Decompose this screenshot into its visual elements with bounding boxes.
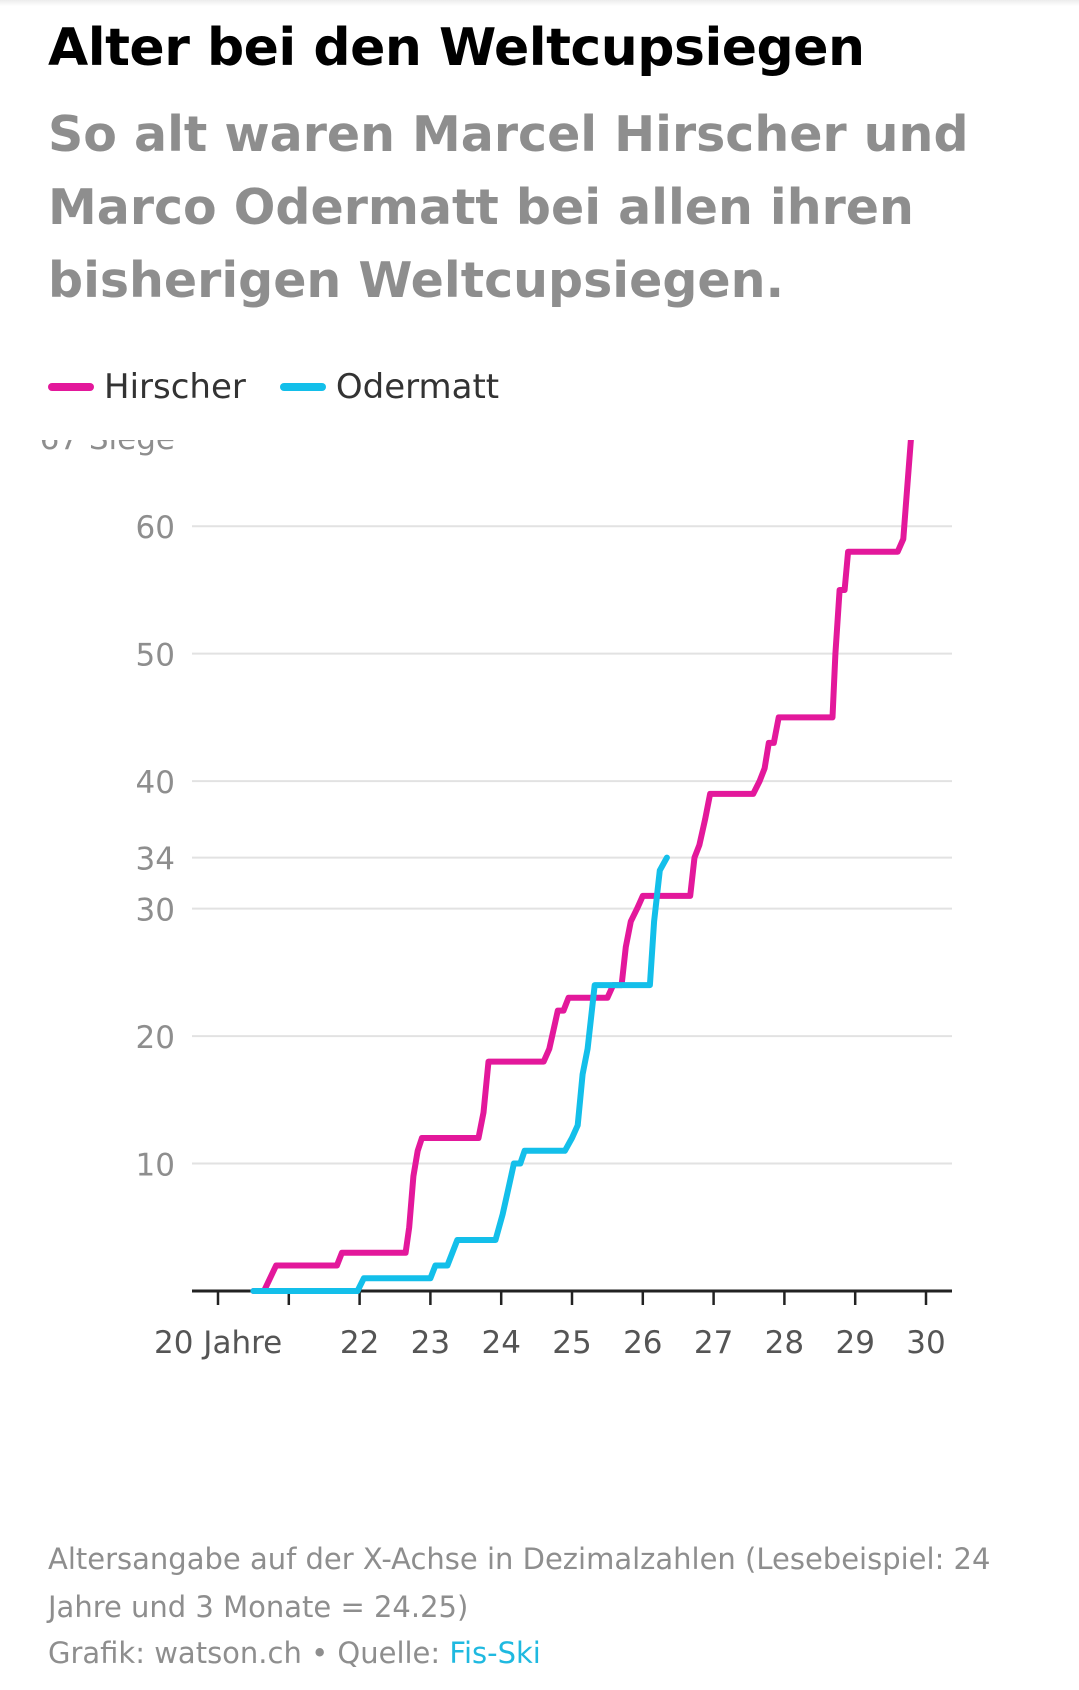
- y-tick-label: 67 Siege: [40, 440, 175, 457]
- legend-swatch-odermatt: [279, 383, 326, 391]
- series-line-odermatt: [250, 854, 670, 1294]
- legend: Hirscher Odermatt: [48, 366, 533, 408]
- line-chart: 10 20 30 34 40 50 60 67 Siege 20 Jahre 22 23 24 25 26…: [40, 440, 952, 1361]
- chart-title: Alter bei den Weltcupsiegen: [48, 18, 865, 78]
- x-tick-label: 26: [623, 1325, 662, 1361]
- x-tick-label: 30: [906, 1325, 945, 1361]
- x-tick-label: 25: [552, 1325, 591, 1361]
- top-divider: [0, 0, 1079, 6]
- legend-label-hirscher: Hirscher: [104, 367, 246, 407]
- legend-item-hirscher: Hirscher: [48, 367, 246, 407]
- y-tick-label: 60: [136, 510, 175, 546]
- x-tick-label: 22: [340, 1325, 379, 1361]
- chart-subtitle: So alt waren Marcel Hirscher und Marco O…: [48, 106, 969, 309]
- y-tick-label: 40: [136, 765, 175, 801]
- axis-note: Altersangabe auf der X-Achse in Dezimalz…: [48, 1542, 991, 1624]
- y-tick-label: 34: [136, 842, 175, 878]
- x-tick-label: 28: [765, 1325, 804, 1361]
- legend-label-odermatt: Odermatt: [335, 367, 500, 407]
- x-tick-label: 27: [694, 1325, 733, 1361]
- legend-item-odermatt: Odermatt: [279, 367, 500, 407]
- y-tick-label: 30: [136, 893, 175, 929]
- legend-swatch-hirscher: [48, 383, 94, 391]
- credit-text: Grafik: watson.ch • Quelle:: [48, 1636, 450, 1670]
- y-tick-label: 10: [136, 1148, 175, 1184]
- series-line-hirscher: [250, 440, 926, 1294]
- x-tick-label: 29: [835, 1325, 874, 1361]
- x-tick-label: 23: [411, 1325, 450, 1361]
- source-link[interactable]: Fis-Ski: [449, 1636, 541, 1670]
- y-tick-label: 20: [136, 1020, 175, 1056]
- x-tick-label: 24: [481, 1325, 520, 1361]
- x-tick-label: 20 Jahre: [154, 1325, 282, 1361]
- credit-line: Grafik: watson.ch • Quelle: Fis-Ski: [48, 1633, 541, 1673]
- y-tick-label: 50: [136, 638, 175, 674]
